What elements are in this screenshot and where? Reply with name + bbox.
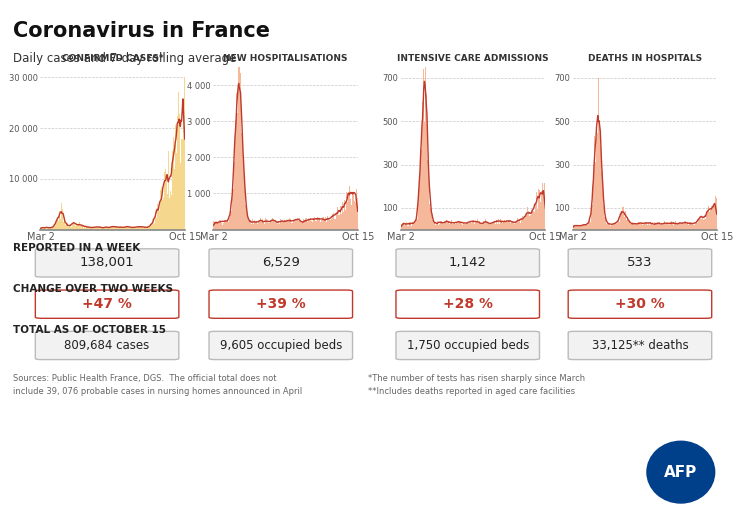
- FancyBboxPatch shape: [35, 331, 179, 360]
- Text: 1,750 occupied beds: 1,750 occupied beds: [406, 339, 529, 352]
- Text: CONFIRMED CASES*: CONFIRMED CASES*: [62, 54, 163, 63]
- Text: 9,605 occupied beds: 9,605 occupied beds: [219, 339, 342, 352]
- FancyBboxPatch shape: [568, 249, 712, 277]
- Text: *The number of tests has risen sharply since March
**Includes deaths reported in: *The number of tests has risen sharply s…: [368, 374, 585, 396]
- Text: 1,142: 1,142: [449, 256, 486, 269]
- Text: Coronavirus in France: Coronavirus in France: [13, 21, 270, 41]
- Text: +30 %: +30 %: [615, 297, 665, 311]
- Text: 33,125** deaths: 33,125** deaths: [592, 339, 688, 352]
- Text: 138,001: 138,001: [79, 256, 135, 269]
- Text: Daily cases and 7-day rolling average: Daily cases and 7-day rolling average: [13, 52, 236, 64]
- FancyBboxPatch shape: [396, 331, 539, 360]
- Text: INTENSIVE CARE ADMISSIONS: INTENSIVE CARE ADMISSIONS: [397, 54, 549, 63]
- FancyBboxPatch shape: [209, 249, 353, 277]
- FancyBboxPatch shape: [568, 331, 712, 360]
- Text: REPORTED IN A WEEK: REPORTED IN A WEEK: [13, 243, 141, 252]
- Text: 533: 533: [627, 256, 653, 269]
- Text: +39 %: +39 %: [256, 297, 305, 311]
- Text: AFP: AFP: [664, 464, 698, 480]
- Text: DEATHS IN HOSPITALS: DEATHS IN HOSPITALS: [587, 54, 702, 63]
- FancyBboxPatch shape: [396, 290, 539, 318]
- FancyBboxPatch shape: [209, 331, 353, 360]
- Circle shape: [647, 441, 715, 503]
- FancyBboxPatch shape: [35, 249, 179, 277]
- Text: CHANGE OVER TWO WEEKS: CHANGE OVER TWO WEEKS: [13, 284, 173, 294]
- Text: TOTAL AS OF OCTOBER 15: TOTAL AS OF OCTOBER 15: [13, 325, 166, 335]
- FancyBboxPatch shape: [568, 290, 712, 318]
- Text: +47 %: +47 %: [82, 297, 132, 311]
- FancyBboxPatch shape: [209, 290, 353, 318]
- Text: +28 %: +28 %: [443, 297, 492, 311]
- FancyBboxPatch shape: [35, 290, 179, 318]
- Text: NEW HOSPITALISATIONS: NEW HOSPITALISATIONS: [223, 54, 348, 63]
- FancyBboxPatch shape: [396, 249, 539, 277]
- Text: 809,684 cases: 809,684 cases: [65, 339, 149, 352]
- Text: Sources: Public Health France, DGS.  The official total does not
include 39, 076: Sources: Public Health France, DGS. The …: [13, 374, 302, 396]
- Text: 6,529: 6,529: [262, 256, 300, 269]
